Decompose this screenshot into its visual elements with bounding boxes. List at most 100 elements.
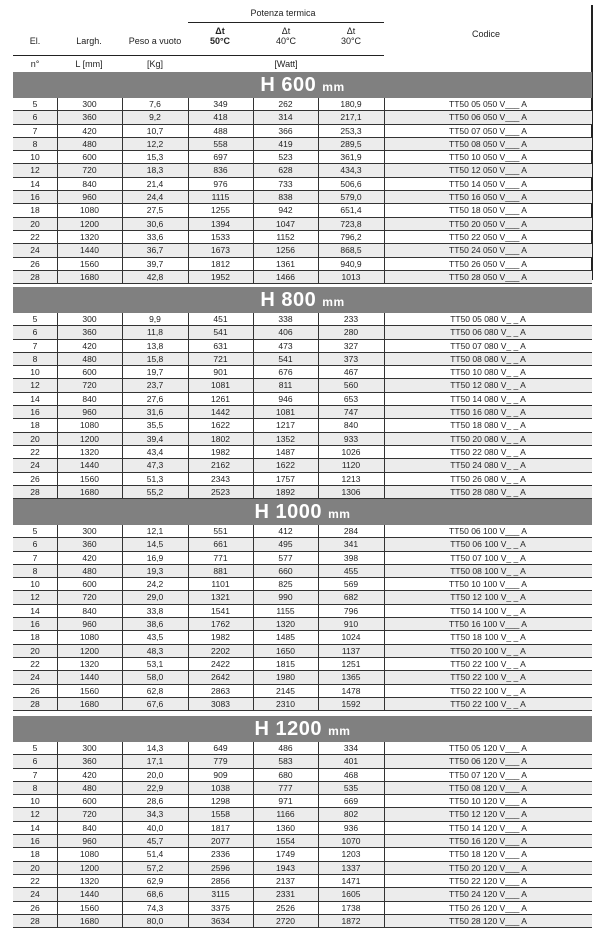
cell-dt50: 2162 xyxy=(188,459,254,472)
table-row: 18 1080 43,5 1982 1485 1024 TT50 18 100 V_ _ A xyxy=(13,631,592,645)
cell-el: 18 xyxy=(13,204,58,217)
cell-dt30: 1026 xyxy=(318,445,385,459)
group-label: Potenza termica xyxy=(250,8,316,18)
cell-dt30: 233 xyxy=(318,313,385,326)
table-row: 16 960 45,7 2077 1554 1070 TT50 16 120 V___ A xyxy=(13,835,592,849)
cell-dt50: 1081 xyxy=(188,379,254,392)
cell-weight: 9,9 xyxy=(122,313,189,326)
table-row: 10 600 28,6 1298 971 669 TT50 10 120 V___ A xyxy=(13,795,592,809)
cell-dt30: 455 xyxy=(318,564,385,578)
cell-dt50: 2202 xyxy=(188,644,254,657)
cell-code: TT50 10 100 V___ A xyxy=(449,579,527,590)
cell-el: 22 xyxy=(13,445,58,459)
table-row: 24 1440 36,7 1673 1256 868,5 TT50 24 050 V___ … xyxy=(13,244,592,258)
col-dt30: Δt xyxy=(346,26,356,36)
cell-weight: 53,1 xyxy=(122,657,189,671)
cell-dt50: 649 xyxy=(188,742,254,755)
table-row: 22 1320 43,4 1982 1487 1026 TT50 22 080 V_ _ A xyxy=(13,445,592,460)
cell-weight: 17,1 xyxy=(122,755,189,768)
cell-dt50: 1298 xyxy=(188,795,254,808)
cell-dt30: 1251 xyxy=(318,657,385,671)
cell-dt40: 676 xyxy=(253,366,319,379)
cell-dt40: 1047 xyxy=(253,217,319,230)
cell-dt40: 1980 xyxy=(253,671,319,684)
cell-el: 28 xyxy=(13,914,58,928)
cell-dt50: 1673 xyxy=(188,244,254,257)
cell-dt40: 1352 xyxy=(253,432,319,445)
cell-dt50: 1802 xyxy=(188,432,254,445)
cell-dt50: 721 xyxy=(188,352,254,366)
cell-el: 16 xyxy=(13,835,58,848)
cell-dt30: 802 xyxy=(318,808,385,821)
table-row: 26 1560 39,7 1812 1361 940,9 TT50 26 050 V___ … xyxy=(13,257,592,271)
cell-el: 5 xyxy=(13,525,58,538)
cell-dt50: 541 xyxy=(188,326,254,339)
table-row: 12 720 23,7 1081 811 560 TT50 12 080 V_ _ A xyxy=(13,379,592,393)
cell-width: 960 xyxy=(57,406,123,419)
cell-width: 1440 xyxy=(57,244,123,257)
cell-width: 420 xyxy=(57,339,123,352)
cell-el: 16 xyxy=(13,191,58,204)
cell-dt50: 1541 xyxy=(188,604,254,618)
cell-code: TT50 08 050 V___ A xyxy=(449,138,527,149)
cell-width: 1680 xyxy=(57,697,123,711)
cell-weight: 40,0 xyxy=(122,821,189,835)
table-row: 14 840 33,8 1541 1155 796 TT50 14 100 V_ _ A xyxy=(13,604,592,619)
table-row: 5 300 12,1 551 412 284 TT50 06 100 V___ A xyxy=(13,525,592,539)
cell-code: TT50 16 100 V___ A xyxy=(449,619,527,630)
table-row: 16 960 31,6 1442 1081 747 TT50 16 080 V_ _ A xyxy=(13,406,592,420)
table-row: 12 720 18,3 836 628 434,3 TT50 12 050 V___ A xyxy=(13,164,592,178)
cell-dt40: 1554 xyxy=(253,835,319,848)
cell-width: 840 xyxy=(57,392,123,406)
cell-weight: 62,8 xyxy=(122,684,189,697)
cell-width: 1680 xyxy=(57,270,123,284)
section-h1200: H 1200 mm 5 300 14,3 649 486 334 TT50 05 120 V_… xyxy=(13,716,592,929)
cell-dt40: 1155 xyxy=(253,604,319,618)
cell-dt30: 1137 xyxy=(318,644,385,657)
cell-width: 1080 xyxy=(57,631,123,644)
cell-code: TT50 22 100 V_ _ A xyxy=(450,685,526,696)
table-row: 14 840 27,6 1261 946 653 TT50 14 080 V_ _ A xyxy=(13,392,592,407)
cell-code: TT50 08 120 V___ A xyxy=(449,782,527,793)
cell-dt30: 361,9 xyxy=(318,151,385,164)
cell-code: TT50 24 080 V_ _ A xyxy=(450,460,526,471)
section-unit: mm xyxy=(322,80,345,94)
cell-weight: 47,3 xyxy=(122,459,189,472)
cell-code: TT50 20 100 V_ _ A xyxy=(450,645,526,656)
table-row: 5 300 9,9 451 338 233 TT50 05 080 V_ _ A xyxy=(13,313,592,327)
cell-dt30: 669 xyxy=(318,795,385,808)
cell-code: TT50 26 050 V___ A xyxy=(449,258,527,269)
table-row: 26 1560 62,8 2863 2145 1478 TT50 22 100 V_ _ A xyxy=(13,684,592,698)
cell-dt30: 796 xyxy=(318,604,385,618)
table-row: 10 600 24,2 1101 825 569 TT50 10 100 V___ A xyxy=(13,578,592,592)
cell-dt50: 1038 xyxy=(188,781,254,795)
cell-dt40: 314 xyxy=(253,111,319,124)
cell-dt30: 1070 xyxy=(318,835,385,848)
cell-dt50: 488 xyxy=(188,124,254,137)
cell-code: TT50 28 050 V___ A xyxy=(449,271,527,282)
cell-dt50: 1261 xyxy=(188,392,254,406)
section-title: H 600 mm xyxy=(13,72,592,98)
cell-width: 1080 xyxy=(57,419,123,432)
cell-dt40: 777 xyxy=(253,781,319,795)
cell-dt30: 1738 xyxy=(318,901,385,914)
cell-dt50: 1982 xyxy=(188,445,254,459)
cell-weight: 27,6 xyxy=(122,392,189,406)
col-dt40: Δt xyxy=(281,26,291,36)
cell-width: 1560 xyxy=(57,901,123,914)
cell-weight: 35,5 xyxy=(122,419,189,432)
cell-dt30: 1024 xyxy=(318,631,385,644)
cell-code: TT50 20 120 V___ A xyxy=(449,862,527,873)
cell-weight: 11,8 xyxy=(122,326,189,339)
cell-dt30: 1306 xyxy=(318,485,385,499)
cell-dt30: 910 xyxy=(318,618,385,631)
cell-dt40: 1152 xyxy=(253,230,319,244)
cell-dt30: 1471 xyxy=(318,874,385,888)
cell-dt50: 1622 xyxy=(188,419,254,432)
cell-code: TT50 07 100 V_ _ A xyxy=(450,552,526,563)
cell-dt40: 838 xyxy=(253,191,319,204)
cell-dt50: 1115 xyxy=(188,191,254,204)
cell-dt50: 1952 xyxy=(188,270,254,284)
right-border xyxy=(591,5,593,280)
cell-width: 1200 xyxy=(57,644,123,657)
